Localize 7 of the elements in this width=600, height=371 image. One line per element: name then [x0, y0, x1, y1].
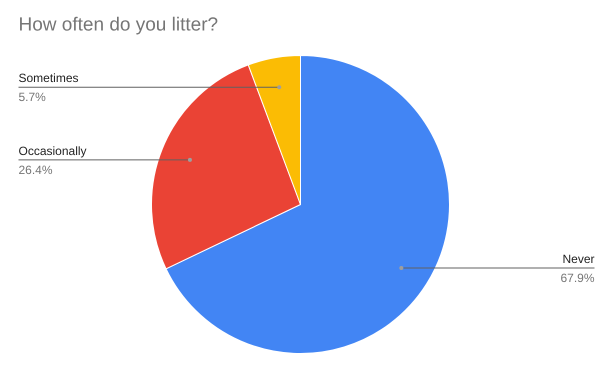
data-label: 67.9% [560, 271, 595, 286]
data-label: 26.4% [18, 162, 53, 177]
slice-label: Occasionally [18, 144, 87, 158]
slice-label: Never [562, 252, 595, 266]
chart-title: How often do you litter? [18, 14, 218, 36]
data-label: 5.7% [18, 90, 46, 104]
slice-label: Sometimes [18, 71, 79, 86]
